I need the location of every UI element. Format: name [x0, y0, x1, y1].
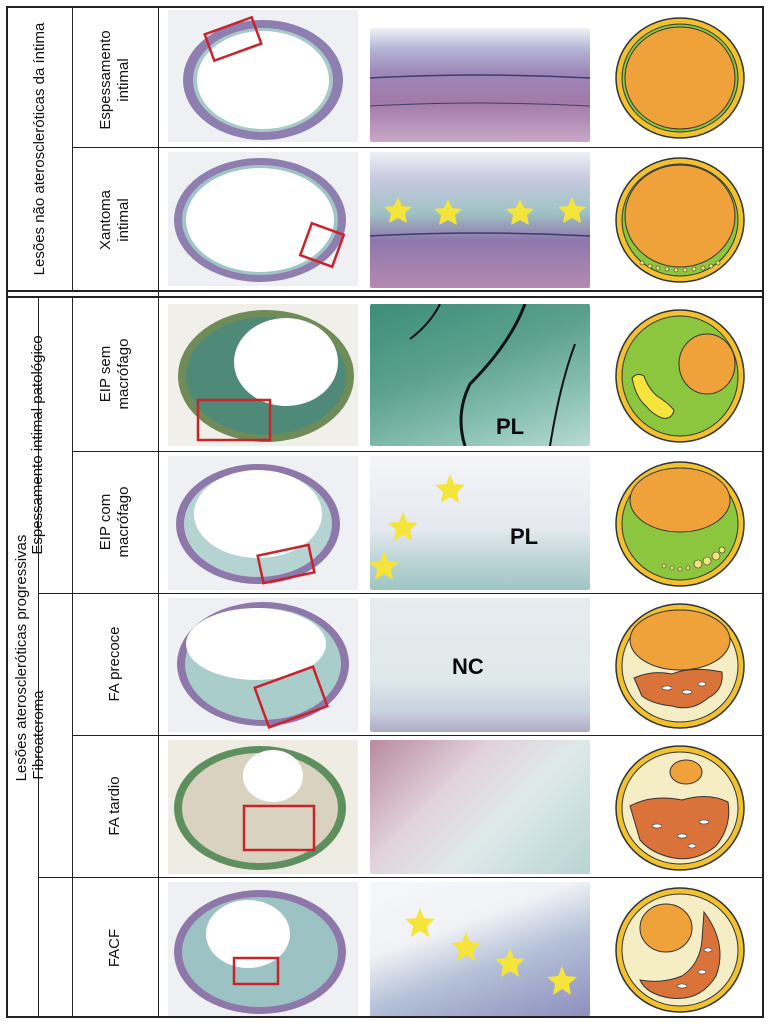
region-box	[256, 543, 316, 585]
schematic-row7	[612, 884, 748, 1016]
micrograph-row1	[370, 28, 590, 142]
region-box	[253, 665, 329, 729]
micrograph-row3: PL	[370, 304, 590, 446]
schematic-row3	[612, 306, 748, 446]
region-box	[232, 956, 280, 986]
micrograph-row7	[370, 882, 590, 1016]
section-divider	[6, 296, 764, 298]
divider	[72, 6, 73, 292]
star-marker	[384, 197, 412, 223]
star-marker	[547, 966, 577, 995]
divider	[72, 298, 73, 1018]
figure-frame	[6, 6, 764, 1018]
divider	[38, 298, 39, 1018]
schematic-row5	[612, 600, 748, 732]
divider	[38, 877, 764, 878]
artery-section-row5	[168, 598, 358, 732]
lesion-label-pl: PL	[496, 414, 525, 439]
star-marker	[434, 199, 462, 225]
star-marker	[388, 512, 418, 541]
star-marker	[405, 908, 435, 937]
divider	[72, 451, 764, 452]
region-box	[298, 221, 346, 269]
artery-section-row2	[168, 152, 358, 286]
star-marker	[506, 199, 534, 225]
star-marker	[435, 474, 465, 503]
schematic-row4	[612, 458, 748, 590]
star-marker	[495, 948, 525, 977]
micrograph-row5: NC	[370, 598, 590, 732]
schematic-row1	[612, 15, 748, 141]
section-divider	[6, 290, 764, 292]
lesion-label-nc: NC	[452, 654, 484, 679]
group-label-pathological-intimal-thickening: Espessamento intimal patológico	[29, 335, 46, 555]
region-box	[196, 398, 272, 442]
artery-section-row4	[168, 456, 358, 590]
row-label-intimal-thickening: Espessamento intimal	[97, 30, 132, 130]
divider	[38, 593, 764, 594]
star-marker	[370, 551, 399, 580]
star-marker	[558, 197, 586, 223]
artery-section-row3	[168, 304, 358, 446]
micrograph-row4: PL	[370, 456, 590, 590]
micrograph-row6	[370, 740, 590, 874]
micrograph-row2	[370, 152, 590, 288]
region-box	[203, 15, 263, 63]
divider	[72, 735, 764, 736]
row-label-pit-no-macrophage: EIP sem macrófago	[97, 338, 132, 410]
group-label-fibroatheroma: Fibroateroma	[30, 690, 47, 780]
row-label-late-fibroatheroma: FA tardio	[106, 776, 123, 836]
region-box	[242, 804, 316, 852]
row-label-intimal-xanthoma: Xantoma intimal	[97, 189, 132, 251]
row-label-early-fibroatheroma: FA precoce	[106, 626, 123, 702]
group-label-non-atherosclerotic: Lesões não ateroscleróticas da íntima	[31, 22, 48, 276]
row-label-thin-cap-fibroatheroma: FACF	[106, 928, 123, 968]
schematic-row6	[612, 742, 748, 874]
schematic-row2	[612, 155, 748, 285]
divider	[72, 147, 764, 148]
artery-section-row1	[168, 10, 358, 142]
lesion-label-pl: PL	[510, 524, 539, 549]
artery-section-row7	[168, 882, 358, 1016]
row-label-pit-with-macrophage: EIP com macrófago	[97, 486, 132, 558]
star-marker	[451, 932, 481, 961]
artery-section-row6	[168, 740, 358, 874]
divider	[158, 6, 159, 1018]
